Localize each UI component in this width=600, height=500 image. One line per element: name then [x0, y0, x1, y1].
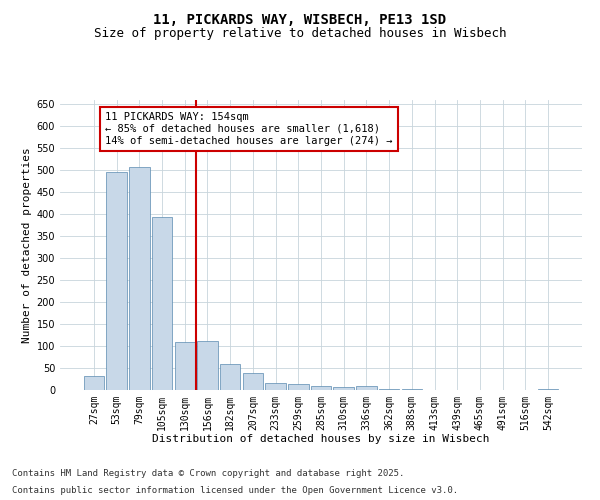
- Bar: [356, 386, 377, 390]
- X-axis label: Distribution of detached houses by size in Wisbech: Distribution of detached houses by size …: [152, 434, 490, 444]
- Bar: [401, 389, 422, 390]
- Text: Contains HM Land Registry data © Crown copyright and database right 2025.: Contains HM Land Registry data © Crown c…: [12, 468, 404, 477]
- Text: 11, PICKARDS WAY, WISBECH, PE13 1SD: 11, PICKARDS WAY, WISBECH, PE13 1SD: [154, 12, 446, 26]
- Text: Contains public sector information licensed under the Open Government Licence v3: Contains public sector information licen…: [12, 486, 458, 495]
- Bar: [84, 376, 104, 390]
- Text: Size of property relative to detached houses in Wisbech: Size of property relative to detached ho…: [94, 28, 506, 40]
- Bar: [311, 386, 331, 390]
- Bar: [265, 384, 286, 390]
- Bar: [242, 374, 263, 390]
- Bar: [220, 364, 241, 390]
- Bar: [197, 341, 218, 390]
- Bar: [538, 388, 558, 390]
- Y-axis label: Number of detached properties: Number of detached properties: [22, 147, 32, 343]
- Bar: [288, 384, 308, 390]
- Bar: [129, 167, 149, 390]
- Text: 11 PICKARDS WAY: 154sqm
← 85% of detached houses are smaller (1,618)
14% of semi: 11 PICKARDS WAY: 154sqm ← 85% of detache…: [105, 112, 393, 146]
- Bar: [152, 218, 172, 390]
- Bar: [334, 387, 354, 390]
- Bar: [175, 342, 195, 390]
- Bar: [106, 172, 127, 390]
- Bar: [379, 389, 400, 390]
